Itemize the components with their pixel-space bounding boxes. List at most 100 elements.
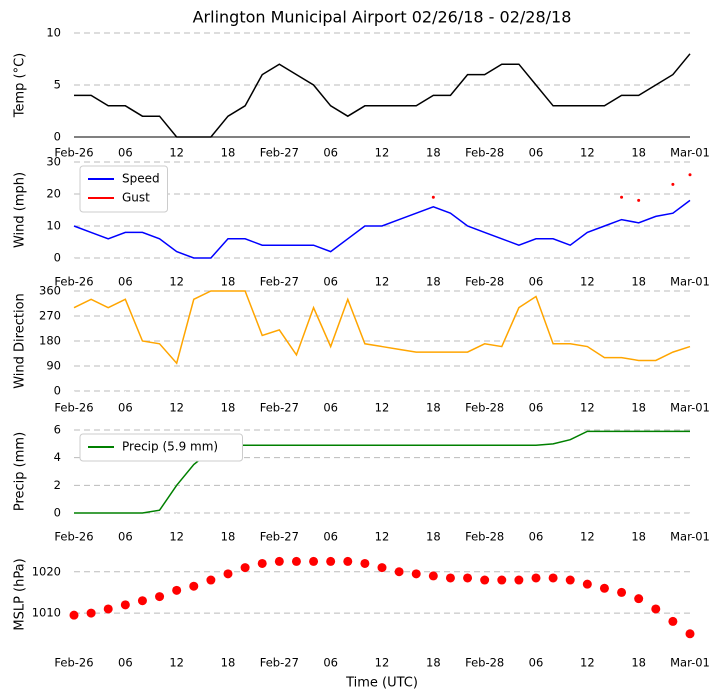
series-point bbox=[431, 195, 435, 199]
series-point bbox=[86, 608, 96, 618]
series-point bbox=[480, 575, 490, 585]
y-axis-label: Wind Direction bbox=[13, 293, 28, 389]
series-point bbox=[671, 182, 675, 186]
x-tick-label: 06 bbox=[529, 656, 544, 670]
series-point bbox=[688, 173, 692, 177]
series-point bbox=[428, 571, 438, 581]
series-point bbox=[514, 575, 524, 585]
x-tick-label: 18 bbox=[221, 401, 236, 415]
x-tick-label: 06 bbox=[118, 656, 133, 670]
y-axis-label: Precip (mm) bbox=[13, 432, 28, 511]
y-tick-label: 90 bbox=[46, 359, 61, 373]
x-tick-label: Feb-28 bbox=[465, 275, 504, 289]
x-tick-label: 06 bbox=[323, 146, 338, 160]
x-tick-label: 12 bbox=[580, 530, 595, 544]
series-point bbox=[463, 573, 473, 583]
x-tick-label: 12 bbox=[169, 530, 184, 544]
x-tick-label: 06 bbox=[323, 401, 338, 415]
x-tick-label: 12 bbox=[169, 656, 184, 670]
x-tick-label: 06 bbox=[118, 275, 133, 289]
y-tick-label: 20 bbox=[46, 187, 61, 201]
series-point bbox=[394, 567, 404, 577]
y-tick-label: 180 bbox=[39, 334, 61, 348]
y-tick-label: 360 bbox=[39, 284, 61, 298]
x-tick-label: 06 bbox=[323, 656, 338, 670]
series-point bbox=[155, 592, 165, 602]
series-point bbox=[531, 573, 541, 583]
x-tick-label: Feb-28 bbox=[465, 656, 504, 670]
legend-label: Gust bbox=[122, 191, 150, 205]
x-axis-label: Time (UTC) bbox=[345, 676, 418, 691]
x-tick-label: Feb-28 bbox=[465, 530, 504, 544]
x-tick-label: Feb-26 bbox=[54, 530, 93, 544]
x-tick-label: Mar-01 bbox=[670, 401, 710, 415]
y-tick-label: 0 bbox=[54, 506, 61, 520]
x-tick-label: 12 bbox=[375, 275, 390, 289]
y-tick-label: 4 bbox=[54, 450, 61, 464]
x-tick-label: Feb-26 bbox=[54, 275, 93, 289]
x-tick-label: 18 bbox=[631, 530, 646, 544]
legend-box bbox=[79, 165, 168, 213]
y-tick-label: 1020 bbox=[32, 564, 61, 578]
series-line bbox=[74, 430, 690, 514]
x-tick-label: 06 bbox=[118, 401, 133, 415]
series-point bbox=[137, 596, 147, 606]
series-point bbox=[582, 579, 592, 589]
x-tick-label: 18 bbox=[426, 275, 441, 289]
x-tick-label: 18 bbox=[426, 401, 441, 415]
series-point bbox=[240, 563, 250, 573]
x-tick-label: Feb-27 bbox=[260, 401, 299, 415]
x-tick-label: 06 bbox=[323, 530, 338, 544]
x-tick-label: 12 bbox=[375, 146, 390, 160]
x-tick-label: 06 bbox=[118, 146, 133, 160]
series-point bbox=[309, 556, 319, 566]
x-tick-label: 12 bbox=[169, 146, 184, 160]
x-tick-label: 06 bbox=[118, 530, 133, 544]
series-point bbox=[69, 610, 79, 620]
y-axis-label: Temp (°C) bbox=[13, 53, 28, 119]
series-point bbox=[326, 556, 336, 566]
series-point bbox=[668, 616, 678, 626]
x-tick-label: 18 bbox=[631, 275, 646, 289]
x-tick-label: 06 bbox=[323, 275, 338, 289]
x-tick-label: Feb-27 bbox=[260, 146, 299, 160]
series-point bbox=[189, 581, 199, 591]
x-tick-label: 18 bbox=[221, 146, 236, 160]
series-point bbox=[617, 587, 627, 597]
y-tick-label: 10 bbox=[46, 26, 61, 40]
y-tick-label: 10 bbox=[46, 219, 61, 233]
series-point bbox=[223, 569, 233, 579]
legend-box bbox=[79, 433, 243, 462]
legend-label: Precip (5.9 mm) bbox=[122, 440, 218, 454]
x-tick-label: 18 bbox=[221, 656, 236, 670]
x-tick-label: 12 bbox=[580, 275, 595, 289]
series-point bbox=[651, 604, 661, 614]
series-point bbox=[120, 600, 130, 610]
x-tick-label: 18 bbox=[426, 146, 441, 160]
y-tick-label: 30 bbox=[46, 155, 61, 169]
series-point bbox=[103, 604, 113, 614]
x-tick-label: 18 bbox=[221, 530, 236, 544]
x-tick-label: 12 bbox=[169, 275, 184, 289]
x-tick-label: 18 bbox=[631, 146, 646, 160]
x-tick-label: 12 bbox=[580, 656, 595, 670]
x-tick-label: 18 bbox=[426, 656, 441, 670]
x-tick-label: Feb-26 bbox=[54, 656, 93, 670]
series-point bbox=[599, 583, 609, 593]
series-point bbox=[637, 198, 641, 202]
legend-label: Speed bbox=[122, 172, 160, 186]
y-tick-label: 0 bbox=[54, 251, 61, 265]
x-tick-label: 06 bbox=[529, 530, 544, 544]
y-axis-label: MSLP (hPa) bbox=[13, 558, 28, 630]
x-tick-label: 12 bbox=[375, 656, 390, 670]
series-point bbox=[274, 556, 284, 566]
series-point bbox=[445, 573, 455, 583]
y-tick-label: 270 bbox=[39, 309, 61, 323]
x-tick-label: 12 bbox=[169, 401, 184, 415]
x-tick-label: Mar-01 bbox=[670, 530, 710, 544]
series-point bbox=[685, 629, 695, 639]
x-tick-label: 18 bbox=[631, 401, 646, 415]
series-point bbox=[620, 195, 624, 199]
series-point bbox=[206, 575, 216, 585]
